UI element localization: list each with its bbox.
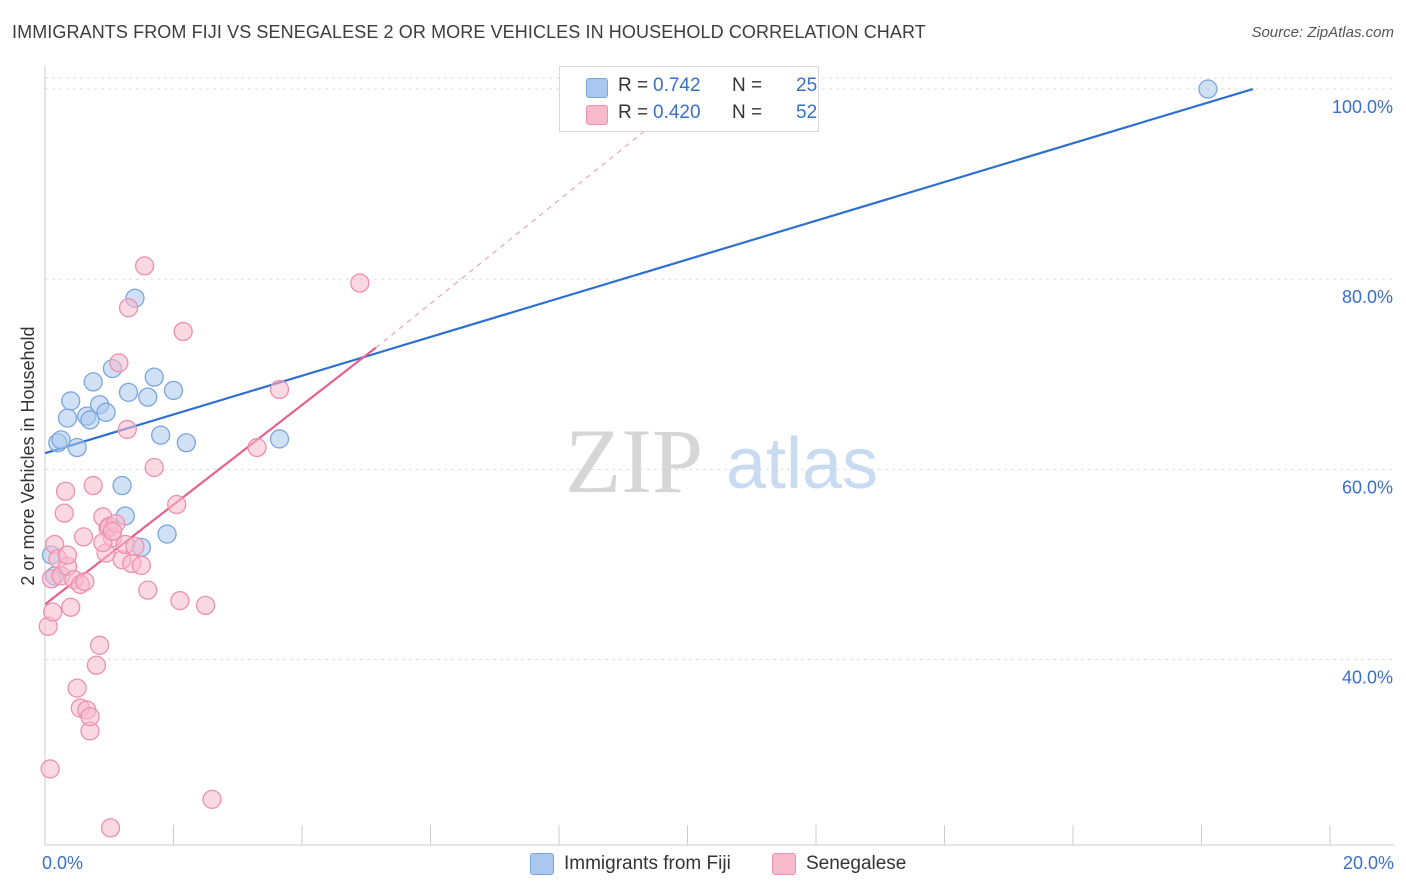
watermark-zip: ZIP — [565, 410, 703, 512]
fiji-point-6 — [67, 437, 87, 458]
sen-point-45 — [202, 789, 222, 810]
fiji-point-5 — [61, 391, 81, 411]
fiji-point-21 — [157, 524, 177, 544]
sen-point-37 — [131, 555, 152, 576]
axes: 40.0% 60.0% 80.0% 100.0% 0.0% 20.0% — [42, 66, 1394, 873]
senegalese-swatch — [586, 105, 608, 125]
sen-point-39 — [138, 580, 158, 600]
fiji-point-19 — [144, 367, 164, 387]
watermark: ZIP atlas — [565, 410, 878, 512]
fiji-point-24 — [269, 429, 290, 449]
sen-point-19 — [80, 706, 100, 727]
fiji-r-label: R = — [618, 75, 649, 96]
fiji-point-4 — [57, 408, 78, 428]
sen-point-20 — [83, 475, 103, 496]
trend-lines — [44, 87, 1254, 606]
sen-point-49 — [57, 545, 78, 565]
fiji-point-23 — [176, 433, 197, 453]
fiji-r-value: 0.742 — [653, 75, 701, 96]
fiji-point-13 — [112, 475, 132, 496]
fiji-point-22 — [163, 380, 184, 401]
sen-point-44 — [195, 595, 216, 616]
sen-r-value: 0.420 — [653, 102, 701, 123]
sen-point-43 — [173, 321, 193, 342]
sen-point-41 — [167, 494, 187, 515]
fiji-point-9 — [83, 372, 103, 392]
sen-point-15 — [73, 527, 94, 547]
sen-n-value: 52 — [796, 102, 818, 123]
legend-senegalese-swatch — [772, 853, 796, 875]
sen-point-21 — [86, 655, 107, 675]
legend-fiji-label: Immigrants from Fiji — [564, 853, 731, 874]
sen-point-47 — [269, 379, 290, 400]
fiji-point-11 — [96, 402, 116, 422]
sen-point-51 — [102, 521, 123, 541]
correlation-legend: R = 0.742 N = 25 R = 0.420 N = 52 — [559, 66, 819, 132]
grid-layer — [45, 77, 1394, 661]
sen-point-38 — [134, 256, 155, 276]
source-label: Source: ZipAtlas.com — [1251, 24, 1394, 41]
sen-point-3 — [43, 602, 63, 622]
y-tick-label-1: 60.0% — [1342, 477, 1393, 497]
sen-point-33 — [117, 419, 137, 440]
watermark-atlas: atlas — [726, 424, 878, 504]
sen-point-22 — [89, 635, 110, 655]
sen-point-7 — [54, 503, 74, 523]
sen-point-48 — [350, 273, 370, 293]
fiji-point-18 — [138, 387, 158, 407]
fiji-swatch — [586, 78, 608, 98]
legend-senegalese-label: Senegalese — [806, 853, 907, 874]
fiji-point-8 — [80, 410, 100, 430]
fiji-point-3 — [51, 430, 71, 450]
sen-point-27 — [100, 818, 121, 838]
series-legend: Immigrants from Fiji Senegalese — [0, 852, 1406, 878]
fiji-n-label: N = — [732, 75, 763, 96]
x-tick-label-0: 0.0% — [42, 853, 83, 873]
fiji-point-25 — [1198, 79, 1218, 99]
fiji-point-15 — [118, 382, 139, 403]
fiji-trend-line — [44, 87, 1254, 455]
x-tick-label-1: 20.0% — [1343, 853, 1394, 873]
fiji-n-value: 25 — [796, 75, 818, 96]
sen-point-12 — [67, 678, 87, 698]
sen-trend-line — [44, 346, 377, 606]
y-tick-label-0: 40.0% — [1342, 668, 1393, 688]
sen-point-46 — [247, 437, 267, 458]
sen-point-10 — [61, 597, 81, 617]
sen-point-34 — [118, 298, 139, 318]
fiji-point-20 — [150, 425, 171, 445]
sen-trend-extension — [375, 121, 656, 349]
chart-title: IMMIGRANTS FROM FIJI VS SENEGALESE 2 OR … — [12, 22, 926, 42]
sen-point-40 — [144, 457, 164, 478]
sen-point-16 — [75, 571, 95, 592]
sen-point-42 — [170, 590, 190, 611]
y-tick-label-2: 80.0% — [1342, 287, 1393, 307]
sen-n-label: N = — [732, 102, 763, 123]
sen-point-8 — [55, 481, 76, 501]
data-points — [38, 79, 1218, 838]
y-tick-label-3: 100.0% — [1332, 97, 1393, 117]
sen-point-1 — [40, 759, 60, 779]
legend-fiji-swatch — [530, 853, 554, 875]
sen-point-36 — [125, 536, 145, 557]
y-axis-label: 2 or more Vehicles in Household — [18, 326, 38, 585]
sen-point-30 — [109, 353, 129, 373]
sen-r-label: R = — [618, 102, 649, 123]
